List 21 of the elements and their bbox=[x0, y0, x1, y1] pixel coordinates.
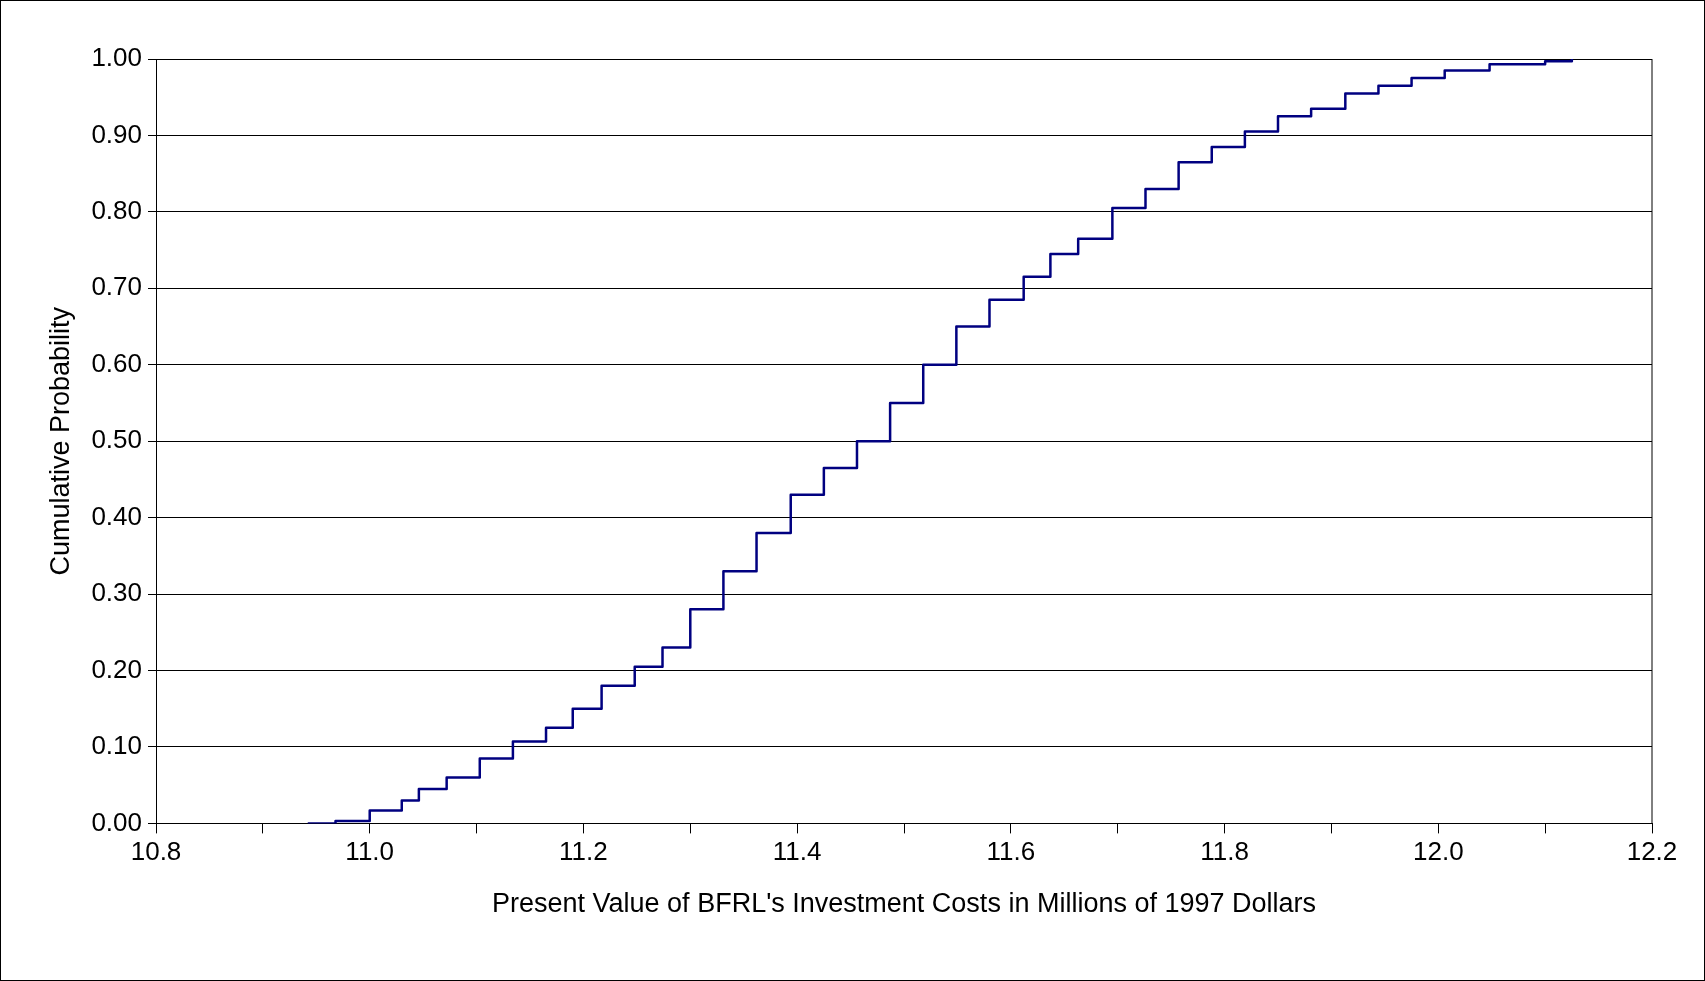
y-tick-label: 0.30 bbox=[91, 577, 142, 608]
x-tick-label: 11.4 bbox=[772, 836, 822, 867]
x-tick-label: 11.2 bbox=[559, 836, 608, 867]
x-tick-label: 12.0 bbox=[1412, 836, 1464, 867]
x-tick-label: 11.8 bbox=[1200, 836, 1249, 867]
x-tick-label: 11.0 bbox=[345, 836, 395, 867]
y-tick-label: 0.00 bbox=[91, 806, 142, 837]
y-axis-title: Cumulative Probability bbox=[44, 306, 75, 576]
y-tick-label: 0.70 bbox=[91, 271, 142, 302]
y-tick-label: 0.20 bbox=[91, 653, 142, 684]
y-tick-label: 0.40 bbox=[91, 500, 142, 531]
x-axis-title: Present Value of BFRL's Investment Costs in Millions of 1997 Dollars bbox=[491, 888, 1317, 919]
x-tick-label: 10.8 bbox=[130, 836, 182, 867]
y-tick-label: 0.50 bbox=[91, 424, 142, 455]
y-tick-label: 0.60 bbox=[91, 347, 142, 378]
x-tick-label: 12.2 bbox=[1626, 836, 1678, 867]
y-tick-label: 0.10 bbox=[91, 730, 142, 761]
y-tick-label: 1.00 bbox=[91, 42, 142, 73]
y-tick-label: 0.90 bbox=[91, 118, 142, 149]
y-tick-label: 0.80 bbox=[91, 195, 142, 226]
x-tick-label: 11.6 bbox=[986, 836, 1036, 867]
